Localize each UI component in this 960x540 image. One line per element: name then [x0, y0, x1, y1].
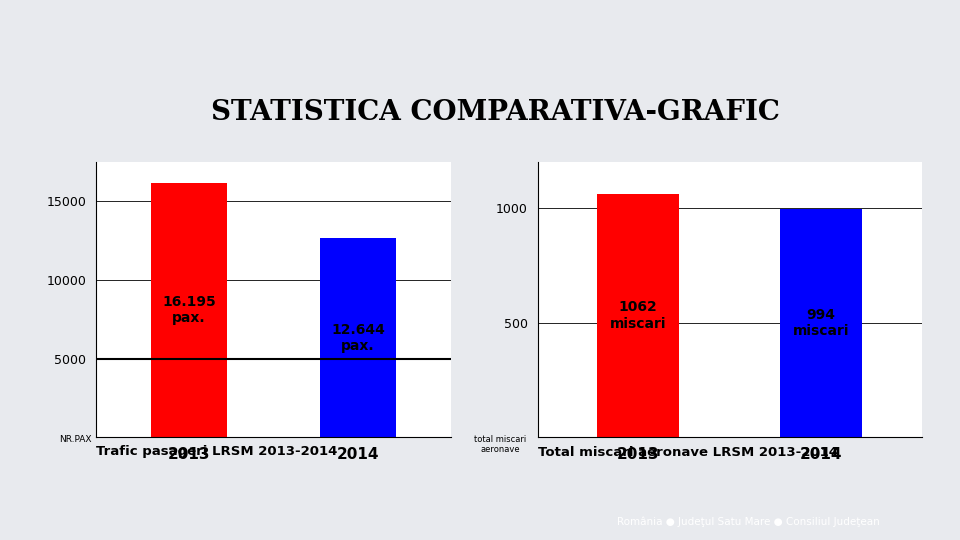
Text: 16.195
pax.: 16.195 pax. — [162, 295, 216, 325]
Bar — [320, 239, 396, 437]
Bar — [780, 210, 862, 437]
Text: total miscari
aeronave: total miscari aeronave — [474, 435, 526, 454]
Text: 994
miscari: 994 miscari — [793, 308, 850, 339]
Text: Total miscari aeronave LRSM 2013-2014: Total miscari aeronave LRSM 2013-2014 — [538, 446, 837, 458]
Text: STATISTICA COMPARATIVA-GRAFIC: STATISTICA COMPARATIVA-GRAFIC — [211, 99, 780, 126]
Text: NR.PAX: NR.PAX — [59, 435, 91, 444]
Text: 1062
miscari: 1062 miscari — [610, 300, 666, 330]
Text: România ● Judeţul Satu Mare ● Consiliul Judeţean: România ● Judeţul Satu Mare ● Consiliul … — [617, 517, 880, 527]
Text: 12.644
pax.: 12.644 pax. — [331, 323, 385, 353]
Text: Trafic pasageri LRSM 2013-2014: Trafic pasageri LRSM 2013-2014 — [96, 446, 337, 458]
Bar — [597, 194, 680, 437]
Bar — [151, 183, 228, 437]
